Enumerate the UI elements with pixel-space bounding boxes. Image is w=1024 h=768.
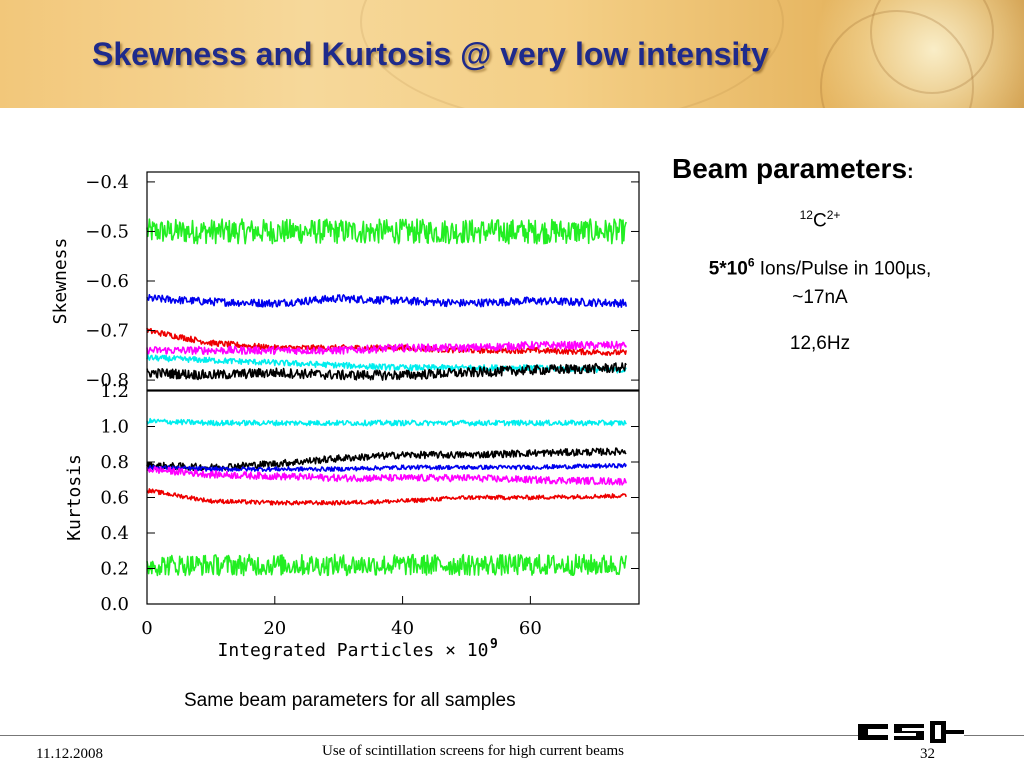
series-line-blue (146, 294, 627, 308)
footer-text: Use of scintillation screens for high cu… (322, 743, 624, 759)
gsi-logo (858, 721, 964, 743)
slide-title: Skewness and Kurtosis @ very low intensi… (92, 36, 769, 72)
x-tick-label: 60 (519, 618, 542, 639)
series-line-black (146, 362, 627, 381)
y-tick-label: −0.7 (85, 321, 129, 342)
series-line-magenta (146, 340, 627, 356)
series-line-red (146, 488, 627, 506)
intensity-rest: Ions/Pulse in 100µs, (754, 258, 932, 280)
y-axis-label: Skewness (50, 238, 71, 325)
footer-divider (0, 735, 1024, 736)
y-tick-label: −0.8 (85, 370, 129, 391)
y-axis-label: Kurtosis (64, 454, 85, 541)
y-tick-label: −0.5 (85, 221, 129, 242)
y-tick-label: 0.6 (100, 488, 129, 509)
beam-parameters-heading-text: Beam parameters (672, 153, 908, 184)
y-tick-label: 0.2 (100, 559, 129, 580)
ion-species: 12C2+ (640, 208, 1000, 232)
plot-frame (146, 171, 640, 391)
x-axis-label-exponent: 9 (490, 637, 498, 652)
intensity-base: 5*10 (708, 258, 748, 280)
title-banner (0, 0, 1024, 108)
x-tick-label: 20 (263, 618, 286, 639)
page-number: 32 (920, 746, 935, 762)
y-tick-label: 0.4 (100, 523, 129, 544)
series-line-blue (146, 462, 627, 472)
beam-current: ~17nA (792, 287, 848, 308)
beam-frequency: 12,6Hz (789, 333, 851, 354)
series-line-cyan (146, 417, 627, 427)
y-tick-label: 1.0 (100, 417, 129, 438)
y-tick-label: 1.2 (100, 381, 129, 402)
ion-mass: 12 (799, 208, 813, 222)
skewness-kurtosis-chart: −0.4 −0.5 −0.6 −0.7 −0.8 Skewness 1.2 1.0 0.8 0.6… (50, 171, 640, 661)
slide-caption: Same beam parameters for all samples (184, 690, 516, 711)
beam-parameters-colon: : (907, 161, 914, 183)
beam-parameters-heading: Beam parameters: (672, 153, 914, 185)
ion-symbol: C (812, 210, 827, 232)
intensity-exponent: 6 (747, 256, 755, 270)
series-line-magenta (146, 466, 627, 486)
y-tick-label: 0.0 (100, 594, 129, 615)
y-tick-label: −0.4 (85, 172, 129, 193)
x-axis-label: Integrated Particles × 10 (218, 640, 489, 661)
y-tick-label: 0.8 (100, 452, 129, 473)
ion-charge: 2+ (826, 208, 841, 222)
x-tick-label: 40 (391, 618, 414, 639)
series-line-green (146, 218, 627, 245)
y-tick-label: −0.6 (85, 271, 129, 292)
x-tick-label: 0 (141, 618, 152, 639)
series-line-green (146, 553, 627, 577)
intensity-line: 5*106 Ions/Pulse in 100µs, (640, 256, 1000, 280)
footer-date: 11.12.2008 (36, 746, 103, 762)
